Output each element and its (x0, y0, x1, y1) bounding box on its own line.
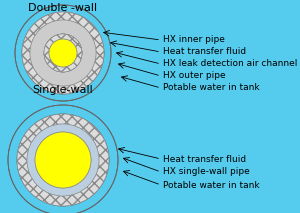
Text: Single-wall: Single-wall (33, 85, 93, 95)
Text: HX outer pipe: HX outer pipe (163, 72, 226, 81)
Text: Potable water in tank: Potable water in tank (163, 83, 260, 92)
Wedge shape (15, 5, 111, 101)
Text: HX inner pipe: HX inner pipe (163, 36, 225, 45)
Text: Potable water in tank: Potable water in tank (163, 180, 260, 190)
Wedge shape (44, 34, 82, 72)
Wedge shape (8, 105, 118, 213)
Text: Heat transfer fluid: Heat transfer fluid (163, 154, 246, 164)
Circle shape (35, 132, 91, 188)
Text: Heat transfer fluid: Heat transfer fluid (163, 47, 246, 56)
Wedge shape (30, 20, 96, 86)
Wedge shape (22, 12, 104, 94)
Text: HX single-wall pipe: HX single-wall pipe (163, 167, 250, 177)
Text: HX leak detection air channel: HX leak detection air channel (163, 59, 297, 69)
Wedge shape (44, 34, 82, 72)
Circle shape (49, 39, 77, 67)
Text: Double -wall: Double -wall (28, 3, 98, 13)
Wedge shape (17, 114, 109, 206)
Wedge shape (27, 124, 99, 196)
